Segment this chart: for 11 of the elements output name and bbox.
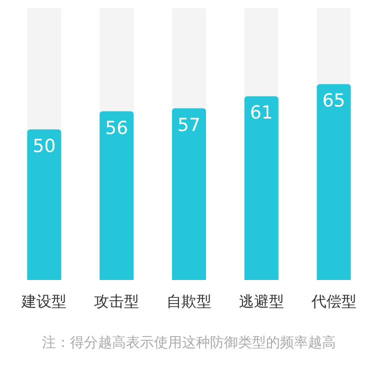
data-label: 50	[32, 136, 56, 157]
x-tick-label: 自欺型	[166, 292, 212, 310]
x-tick-label: 代偿型	[310, 292, 356, 310]
data-label: 61	[250, 102, 273, 124]
x-tick-label: 攻击型	[94, 292, 140, 310]
data-label: 65	[322, 90, 346, 112]
text: 注：得分越高表示使用这种防御类型的频率越高	[42, 335, 336, 351]
data-label: 57	[178, 114, 200, 136]
x-tick-label: 建设型	[20, 292, 67, 310]
data-label: 56	[105, 118, 128, 139]
x-tick-label: 逃避型	[238, 292, 284, 310]
